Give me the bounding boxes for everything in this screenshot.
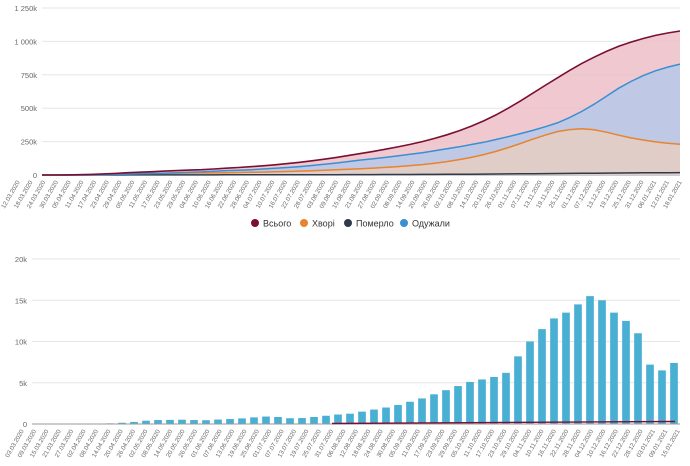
- y-tick-label: 20k: [15, 255, 27, 264]
- legend-label-total: Всього: [263, 219, 291, 229]
- legend-item-sick[interactable]: Хворі: [300, 219, 335, 229]
- area-sick: [42, 128, 680, 175]
- bar: [646, 364, 654, 424]
- legend-marker-dead: [344, 219, 352, 227]
- bar: [502, 372, 510, 424]
- bar: [334, 414, 342, 424]
- bar: [382, 407, 390, 424]
- legend-marker-recovered: [400, 219, 408, 227]
- y-tick-label: 10k: [15, 338, 27, 347]
- bar: [298, 418, 306, 424]
- bar: [142, 420, 150, 424]
- legend-item-recovered[interactable]: Одужали: [400, 219, 450, 229]
- bar: [670, 362, 678, 424]
- daily-bar-chart: 05k10k15k20k03.03.202009.03.202015.03.20…: [4, 255, 682, 459]
- bar: [262, 416, 270, 424]
- bar: [250, 417, 258, 424]
- bar: [154, 420, 162, 424]
- bar: [610, 312, 618, 425]
- legend-marker-total: [251, 219, 259, 227]
- bar: [430, 394, 438, 424]
- bar: [322, 415, 330, 424]
- bar: [634, 333, 642, 424]
- legend-label-sick: Хворі: [312, 219, 335, 229]
- line-total: [42, 30, 681, 176]
- bar: [658, 370, 666, 425]
- bar: [406, 401, 414, 424]
- bar: [622, 320, 630, 425]
- y-tick-label: 750k: [21, 71, 38, 80]
- daily-deaths-line: [331, 420, 676, 425]
- bar: [466, 381, 474, 424]
- bar: [478, 379, 486, 424]
- bar: [550, 318, 558, 424]
- bar: [226, 419, 234, 424]
- y-tick-label: 1 250k: [14, 4, 37, 13]
- legend-marker-sick: [300, 219, 308, 227]
- bar: [166, 419, 174, 425]
- bar: [310, 416, 318, 424]
- y-tick-label: 1 000k: [14, 37, 37, 46]
- legend-label-recovered: Одужали: [412, 219, 450, 229]
- bar: [418, 398, 426, 424]
- bar: [514, 356, 522, 424]
- bar: [442, 390, 450, 424]
- line-dead: [42, 171, 681, 176]
- legend-item-dead[interactable]: Померло: [344, 219, 394, 229]
- y-tick-label: 0: [33, 171, 37, 180]
- bar: [358, 411, 366, 425]
- y-tick-label: 500k: [21, 104, 38, 113]
- bar: [190, 420, 198, 424]
- bar: [130, 421, 138, 424]
- bar: [202, 420, 210, 424]
- line-recovered: [42, 63, 681, 176]
- bar: [586, 296, 594, 425]
- bar: [562, 312, 570, 425]
- bar: [178, 419, 186, 424]
- bar: [598, 300, 606, 424]
- y-tick-label: 250k: [21, 138, 38, 147]
- bar: [454, 386, 462, 424]
- bar: [214, 419, 222, 424]
- bar: [538, 329, 546, 425]
- y-tick-label: 0: [23, 420, 27, 429]
- bar: [118, 422, 126, 424]
- legend-item-total[interactable]: Всього: [251, 219, 291, 229]
- bar: [490, 376, 498, 424]
- legend: Всього Хворі Померло Одужали: [251, 219, 450, 229]
- bar: [526, 341, 534, 424]
- bar: [238, 418, 246, 424]
- bar: [274, 416, 282, 424]
- bar: [394, 405, 402, 424]
- bar: [346, 413, 354, 424]
- bar: [574, 304, 582, 425]
- bar: [370, 409, 378, 424]
- y-tick-label: 5k: [19, 379, 27, 388]
- legend-label-dead: Померло: [356, 219, 394, 229]
- bar: [286, 418, 294, 424]
- y-tick-label: 15k: [15, 296, 27, 305]
